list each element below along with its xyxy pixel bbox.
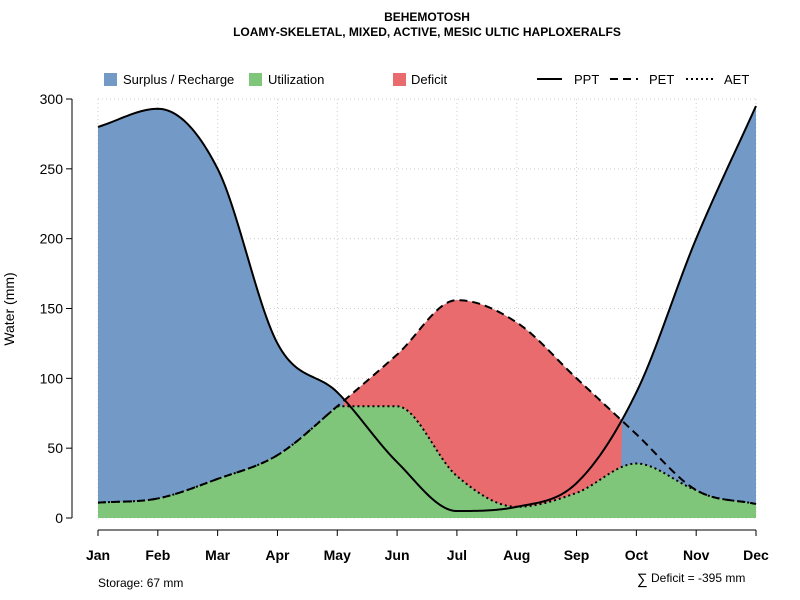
legend-label-ppt: PPT (574, 72, 599, 87)
y-tick-label: 150 (40, 301, 64, 317)
x-tick-label-aug: Aug (503, 547, 530, 563)
legend-label-utilization: Utilization (268, 72, 324, 87)
y-tick-label: 200 (40, 231, 64, 247)
chart-subtitle: LOAMY-SKELETAL, MIXED, ACTIVE, MESIC ULT… (233, 25, 621, 39)
x-tick-label-jan: Jan (86, 547, 110, 563)
x-tick-label-dec: Dec (743, 547, 769, 563)
legend-swatch-surplus (104, 73, 117, 86)
x-tick-label-jul: Jul (447, 547, 467, 563)
storage-note: Storage: 67 mm (98, 576, 183, 590)
legend-label-pet: PET (649, 72, 674, 87)
x-tick-label-nov: Nov (683, 547, 710, 563)
legend-swatch-utilization (249, 73, 262, 86)
legend-label-aet: AET (724, 72, 749, 87)
deficit-sum-symbol: ∑ (637, 571, 648, 588)
legend-label-deficit: Deficit (411, 72, 448, 87)
chart-title: BEHEMOTOSH (384, 10, 470, 24)
x-tick-label-mar: Mar (205, 547, 230, 563)
legend-swatch-deficit (393, 73, 406, 86)
y-axis-label: Water (mm) (1, 272, 17, 345)
legend: Surplus / Recharge Utilization Deficit P… (104, 72, 749, 87)
legend-label-surplus: Surplus / Recharge (123, 72, 234, 87)
x-tick-label-may: May (324, 547, 351, 563)
plot-area: 0 50 100 150 200 250 300 Jan Feb Mar Apr May Jun Jul A… (40, 91, 769, 563)
series-line-pet (97, 299, 757, 506)
y-tick-label: 50 (47, 440, 63, 456)
x-tick-label-apr: Apr (265, 547, 290, 563)
x-tick-label-jun: Jun (385, 547, 410, 563)
deficit-note: Deficit = -395 mm (651, 571, 745, 585)
y-tick-label: 300 (40, 91, 64, 107)
utilization-area (98, 406, 756, 518)
series-line-ppt (97, 105, 757, 513)
surplus-area-upper (98, 105, 756, 505)
y-tick-label: 100 (40, 370, 64, 386)
x-tick-label-oct: Oct (625, 547, 649, 563)
series-line-aet (97, 405, 757, 508)
y-tick-label: 0 (55, 510, 63, 526)
y-tick-label: 250 (40, 161, 64, 177)
x-tick-label-sep: Sep (564, 547, 590, 563)
x-tick-label-feb: Feb (145, 547, 170, 563)
